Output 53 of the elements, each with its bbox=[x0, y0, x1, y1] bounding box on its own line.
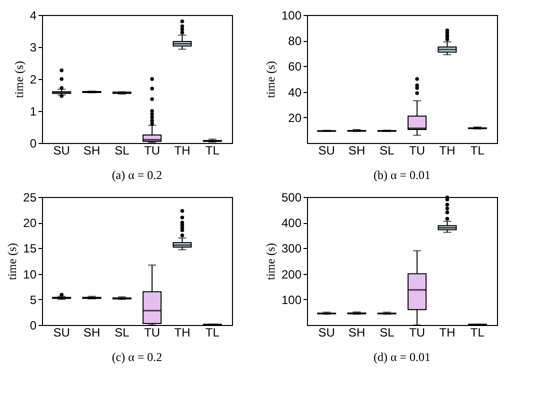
y-tick-label: 1 bbox=[30, 104, 37, 118]
y-tick-label: 0 bbox=[30, 136, 37, 150]
x-tick-label: SU bbox=[318, 144, 335, 158]
x-tick-label: TL bbox=[205, 326, 220, 340]
x-tick-label: SU bbox=[53, 144, 70, 158]
y-tick-label: 5 bbox=[30, 292, 37, 307]
y-axis-title: time (s) bbox=[5, 243, 20, 280]
x-tick-label: TU bbox=[144, 326, 160, 340]
x-tick-label: SL bbox=[114, 326, 130, 340]
y-axis-title: time (s) bbox=[263, 243, 278, 280]
x-tick-label: SL bbox=[114, 144, 130, 158]
y-tick-label: 20 bbox=[23, 216, 37, 230]
x-tick-label: TH bbox=[439, 144, 456, 158]
x-tick-label: SU bbox=[318, 326, 335, 340]
x-tick-label: TH bbox=[439, 326, 456, 340]
y-tick-label: 2 bbox=[30, 72, 37, 86]
text: (a) α = 0.2 bbox=[112, 168, 162, 182]
x-tick-label: SH bbox=[348, 144, 366, 158]
x-tick-label: SH bbox=[348, 326, 366, 340]
x-tick-label: TU bbox=[409, 326, 426, 340]
x-tick-label: SU bbox=[53, 326, 70, 340]
y-tick-label: 0 bbox=[30, 318, 37, 332]
y-tick-label: 300 bbox=[281, 242, 302, 256]
y-tick-label: 40 bbox=[288, 85, 302, 100]
text: (c) α = 0.2 bbox=[112, 350, 162, 364]
x-tick-label: SH bbox=[83, 326, 100, 340]
x-tick-label: SH bbox=[83, 144, 100, 158]
y-axis-title: time (s) bbox=[12, 61, 26, 98]
y-tick-label: 100 bbox=[281, 292, 302, 307]
y-tick-label: 100 bbox=[281, 8, 302, 22]
y-tick-label: 80 bbox=[288, 34, 302, 48]
text: (b) α = 0.01 bbox=[373, 168, 431, 182]
y-tick-label: 20 bbox=[288, 110, 302, 125]
y-tick-label: 10 bbox=[23, 267, 37, 282]
y-tick-label: 500 bbox=[281, 190, 302, 204]
y-tick-label: 4 bbox=[30, 8, 37, 22]
x-tick-label: SL bbox=[380, 326, 395, 340]
x-tick-label: TU bbox=[409, 144, 426, 158]
x-tick-label: TH bbox=[174, 326, 190, 340]
x-tick-label: SL bbox=[380, 144, 395, 158]
y-tick-label: 25 bbox=[23, 190, 37, 204]
x-tick-label: TL bbox=[205, 144, 220, 158]
y-tick-label: 400 bbox=[281, 216, 302, 230]
y-axis-title: time (s) bbox=[263, 61, 278, 98]
y-tick-label: 200 bbox=[281, 267, 302, 282]
y-tick-label: 60 bbox=[288, 60, 302, 74]
x-tick-label: TL bbox=[470, 326, 485, 340]
text: (d) α = 0.01 bbox=[373, 350, 431, 364]
x-tick-label: TU bbox=[144, 144, 160, 158]
y-tick-label: 15 bbox=[23, 242, 37, 256]
x-tick-label: TL bbox=[470, 144, 485, 158]
x-tick-label: TH bbox=[174, 144, 190, 158]
y-tick-label: 3 bbox=[30, 40, 37, 54]
